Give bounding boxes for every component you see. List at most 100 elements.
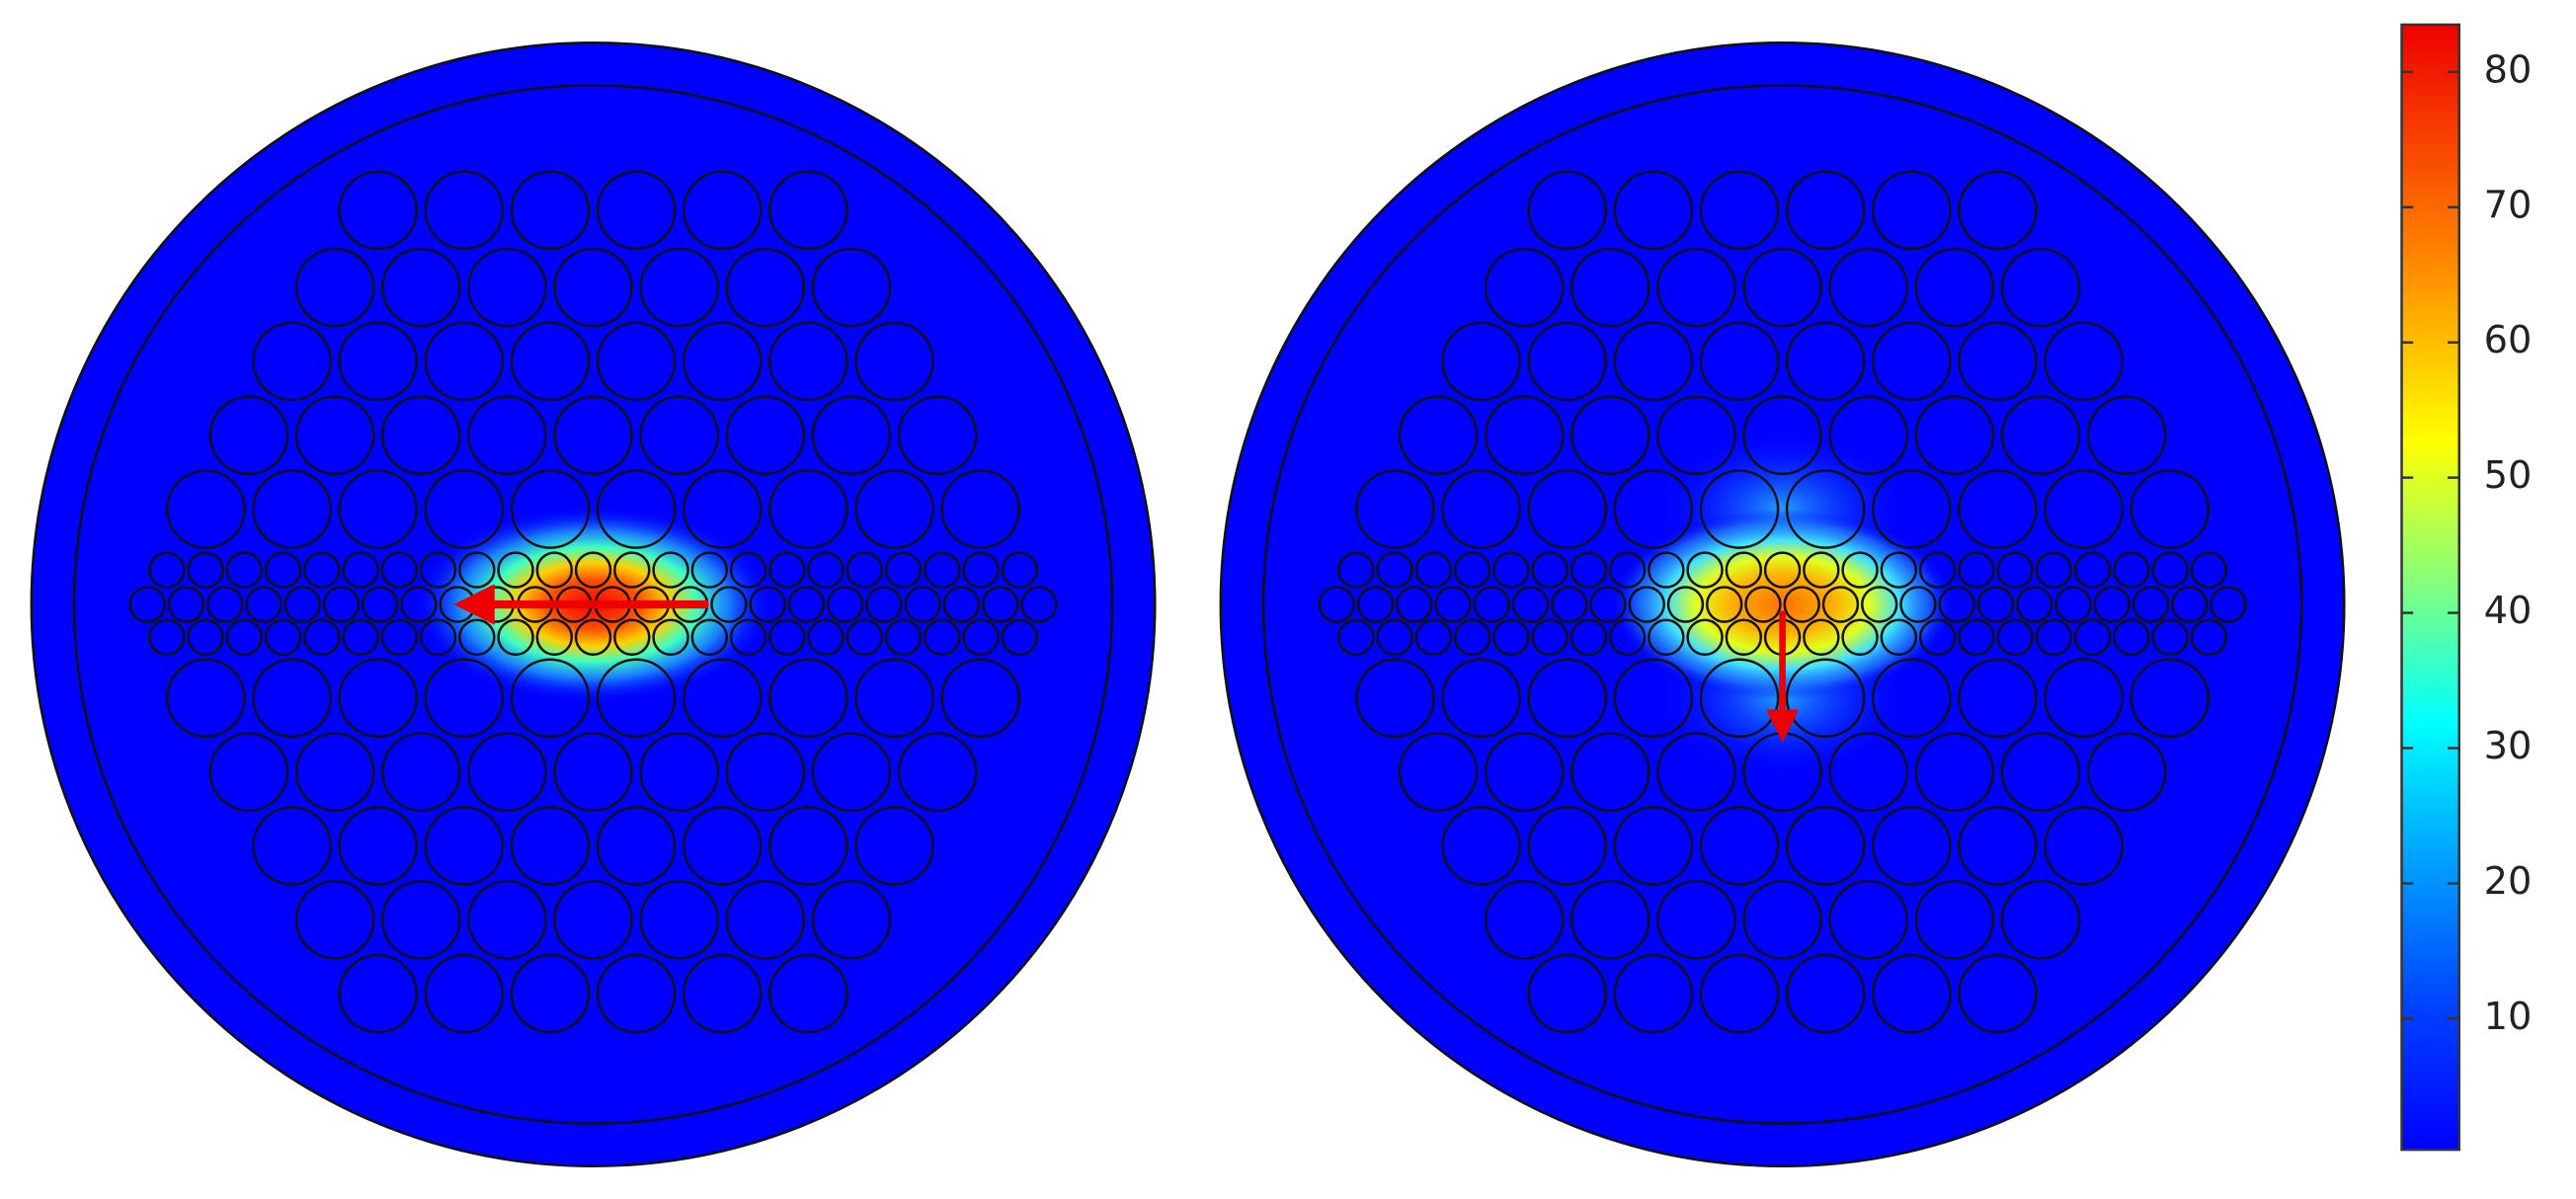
small-hole (2073, 551, 2112, 589)
air-hole (682, 170, 763, 251)
air-hole (1914, 395, 1995, 476)
small-hole (380, 551, 419, 589)
small-hole (1376, 618, 1413, 656)
small-hole (535, 551, 574, 589)
air-hole (639, 732, 720, 812)
small-hole (2190, 551, 2227, 589)
tick-label: 10 (2484, 996, 2533, 1039)
small-hole (574, 551, 612, 589)
air-hole (682, 321, 763, 402)
small-hole (845, 618, 883, 656)
small-hole (962, 551, 1000, 589)
tick-label: 20 (2484, 860, 2533, 904)
air-hole (682, 469, 763, 549)
air-hole (811, 879, 892, 960)
air-hole (1656, 247, 1736, 328)
small-hole (1396, 586, 1433, 623)
small-hole (1570, 551, 1608, 589)
air-hole (639, 247, 720, 328)
small-hole (729, 618, 767, 656)
small-hole (380, 618, 419, 656)
small-hole (1608, 551, 1647, 589)
tick-label: 60 (2484, 319, 2533, 362)
small-hole (1453, 618, 1491, 656)
air-hole (294, 732, 375, 812)
air-hole (596, 170, 677, 251)
air-hole (2086, 395, 2167, 476)
small-hole (1938, 586, 1975, 623)
tick-label: 40 (2484, 590, 2533, 633)
air-hole (1398, 732, 1479, 812)
air-hole (166, 469, 246, 549)
small-hole (2015, 586, 2053, 623)
air-hole (338, 806, 419, 886)
small-hole (807, 551, 845, 589)
air-hole (294, 247, 375, 328)
air-hole (1699, 953, 1780, 1034)
small-hole (1996, 551, 2034, 589)
air-hole (682, 658, 763, 739)
air-hole (1656, 732, 1736, 812)
air-hole (1484, 732, 1565, 812)
air-hole (510, 321, 591, 402)
air-hole (424, 170, 505, 251)
air-hole (1828, 395, 1909, 476)
air-hole (1570, 732, 1650, 812)
small-hole (1899, 586, 1937, 623)
air-hole (1656, 879, 1736, 960)
air-hole (338, 658, 419, 739)
inner-boundary (1261, 84, 2303, 1125)
small-hole (148, 618, 186, 656)
small-hole (1666, 586, 1705, 623)
small-hole (962, 618, 1000, 656)
small-hole (768, 551, 806, 589)
inner-boundary (72, 84, 1114, 1125)
air-hole (1958, 806, 2038, 886)
air-hole (1527, 806, 1608, 886)
small-hole (1860, 586, 1898, 623)
air-hole (510, 953, 591, 1034)
small-hole (981, 586, 1019, 623)
air-hole (1871, 170, 1952, 251)
small-hole (1880, 551, 1918, 589)
small-hole (1337, 618, 1375, 656)
air-hole (252, 806, 332, 886)
small-hole (322, 586, 361, 623)
air-hole (854, 806, 934, 886)
small-hole (1434, 586, 1472, 623)
air-hole (1484, 247, 1565, 328)
fibers (30, 40, 2346, 1167)
air-hole (1699, 321, 1780, 402)
small-hole (1783, 586, 1820, 623)
air-hole (2000, 395, 2081, 476)
fiber (30, 40, 1157, 1167)
small-hole (1376, 551, 1413, 589)
small-hole (710, 586, 748, 623)
fiber (1219, 40, 2346, 1167)
air-hole (897, 732, 978, 812)
small-hole (1020, 586, 1058, 623)
air-hole (1613, 953, 1694, 1034)
air-hole (510, 658, 591, 739)
small-hole (1763, 551, 1802, 589)
air-hole (424, 469, 505, 549)
air-hole (1828, 732, 1909, 812)
air-hole (1828, 247, 1909, 328)
air-hole (1398, 395, 1479, 476)
small-hole (1628, 586, 1665, 623)
small-hole (1531, 618, 1569, 656)
small-hole (924, 618, 961, 656)
small-hole (1918, 618, 1957, 656)
air-hole (768, 806, 848, 886)
air-hole (252, 469, 332, 549)
air-hole (1699, 170, 1780, 251)
air-hole (2000, 879, 2081, 960)
air-hole (897, 395, 978, 476)
air-hole (1742, 879, 1822, 960)
air-hole (1958, 658, 2038, 739)
small-hole (1337, 551, 1375, 589)
small-hole (1492, 551, 1530, 589)
air-hole (1699, 806, 1780, 886)
air-hole (1914, 879, 1995, 960)
air-hole (1871, 953, 1952, 1034)
